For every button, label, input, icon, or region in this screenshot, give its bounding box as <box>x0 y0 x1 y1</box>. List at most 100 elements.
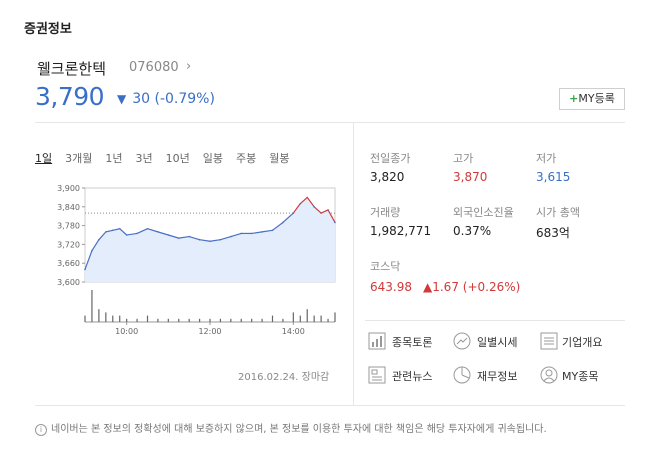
volume-value: 1,982,771 <box>370 224 432 238</box>
tab-monthly-candle[interactable]: 월봉 <box>269 152 290 165</box>
divider-bottom <box>35 405 625 406</box>
price-line-segment <box>327 209 336 223</box>
link-discussion[interactable]: 종목토론 <box>392 336 433 349</box>
price-line-segment <box>251 231 263 235</box>
y-tick-label: 3,660 <box>57 259 80 268</box>
intraday-chart[interactable]: 3,900 3,840 3,780 3,720 3,660 3,600 10:00 12:00… <box>30 172 340 342</box>
volume-bar <box>167 318 169 322</box>
price-line-segment <box>299 196 308 205</box>
volume-bar <box>313 315 315 322</box>
market-cap-value: 683억 <box>536 226 570 240</box>
volume-bar <box>219 318 222 322</box>
price-line-segment <box>306 197 315 208</box>
market-index-value: 643.98 <box>370 280 412 294</box>
price-line-segment <box>230 232 242 238</box>
y-tick-label: 3,840 <box>57 203 80 212</box>
tab-3month[interactable]: 3개월 <box>65 152 93 165</box>
down-arrow-icon: ▼ <box>117 92 127 106</box>
price-line-segment <box>292 203 301 214</box>
price-point <box>313 206 315 208</box>
tab-daily-candle[interactable]: 일봉 <box>202 152 223 165</box>
my-register-button[interactable]: +MY등록 <box>559 88 625 110</box>
price-line-segment <box>98 231 107 241</box>
link-company-overview[interactable]: 기업개요 <box>562 336 603 349</box>
price-point <box>320 212 322 214</box>
price-line-segment <box>112 228 120 231</box>
price-point <box>98 238 100 241</box>
market-index-label: 코스닥 <box>370 260 401 273</box>
volume-bar <box>299 315 301 322</box>
y-tick-label: 3,600 <box>57 278 80 287</box>
link-related-news[interactable]: 관련뉴스 <box>392 370 433 383</box>
company-list-icon[interactable] <box>540 332 558 350</box>
volume-bar <box>178 318 180 322</box>
prev-close-label: 전일종가 <box>370 152 411 165</box>
price-point <box>111 229 114 232</box>
volume-bar <box>282 318 284 322</box>
volume-bar <box>146 315 149 322</box>
price-point <box>91 249 93 252</box>
price-point <box>219 238 222 241</box>
news-icon[interactable] <box>368 366 386 384</box>
x-tick-label: 12:00 <box>198 327 221 336</box>
price-point <box>188 235 190 238</box>
volume-bar <box>136 318 138 322</box>
y-tick-label: 3,720 <box>57 240 80 249</box>
price-area <box>85 197 335 282</box>
prev-close-value: 3,820 <box>370 170 405 184</box>
volume-bar <box>292 312 294 322</box>
price-line-segment <box>105 229 113 233</box>
chevron-right-icon[interactable]: › <box>186 59 192 74</box>
plus-icon: + <box>569 92 579 105</box>
stock-code[interactable]: 076080 <box>129 60 179 75</box>
section-title: 증권정보 <box>24 22 72 37</box>
divider-vertical <box>353 122 354 405</box>
price-line-segment <box>282 212 294 223</box>
price-line-segment <box>91 239 100 251</box>
volume-bar <box>188 318 190 322</box>
price-line-segment <box>220 235 232 241</box>
volume-bar <box>98 309 100 322</box>
volume-bar <box>261 318 263 322</box>
disclaimer: i 네이버는 본 정보의 정확성에 대해 보증하지 않으며, 본 정보를 이용한 … <box>35 420 547 436</box>
my-register-label: MY등록 <box>578 92 615 105</box>
volume-bar <box>209 318 211 322</box>
link-my-stocks[interactable]: MY종목 <box>562 370 599 383</box>
price-point <box>240 232 243 235</box>
trend-circle-icon[interactable] <box>453 332 471 350</box>
tab-1day[interactable]: 1일 <box>35 152 53 165</box>
disclaimer-text: 네이버는 본 정보의 정확성에 대해 보증하지 않으며, 본 정보를 이용한 투… <box>51 424 547 435</box>
user-icon[interactable] <box>540 366 558 384</box>
volume-bar <box>157 318 159 322</box>
volume-bar <box>271 315 274 322</box>
current-price: 3,790 <box>35 82 105 111</box>
market-index-change: ▲1.67 (+0.26%) <box>423 280 521 294</box>
volume-bar <box>306 309 308 322</box>
price-point <box>177 237 180 239</box>
price-point <box>250 232 253 235</box>
price-point <box>157 231 159 233</box>
price-point <box>327 209 329 211</box>
tab-10year[interactable]: 10년 <box>165 152 190 165</box>
price-line-segment <box>320 209 329 214</box>
price-line-segment <box>209 239 221 242</box>
price-point <box>167 234 170 236</box>
price-line-segment <box>126 232 138 236</box>
price-line-segment <box>188 235 200 241</box>
link-daily-price[interactable]: 일별시세 <box>477 336 518 349</box>
tab-3year[interactable]: 3년 <box>135 152 153 165</box>
link-financial-info[interactable]: 재무정보 <box>477 370 518 383</box>
stock-name[interactable]: 웰크론한텍 <box>37 60 107 78</box>
tab-1year[interactable]: 1년 <box>105 152 123 165</box>
volume-bar <box>334 312 336 322</box>
price-point <box>136 232 138 235</box>
y-tick-label: 3,780 <box>57 222 80 231</box>
price-line-segment <box>84 250 93 270</box>
discussion-icon[interactable] <box>368 332 386 350</box>
pie-chart-icon[interactable] <box>453 366 471 384</box>
volume-bar <box>240 318 242 322</box>
high-label: 고가 <box>453 152 474 165</box>
x-tick-label: 14:00 <box>282 327 305 336</box>
tab-weekly-candle[interactable]: 주봉 <box>236 152 257 165</box>
volume-bar <box>198 318 201 322</box>
